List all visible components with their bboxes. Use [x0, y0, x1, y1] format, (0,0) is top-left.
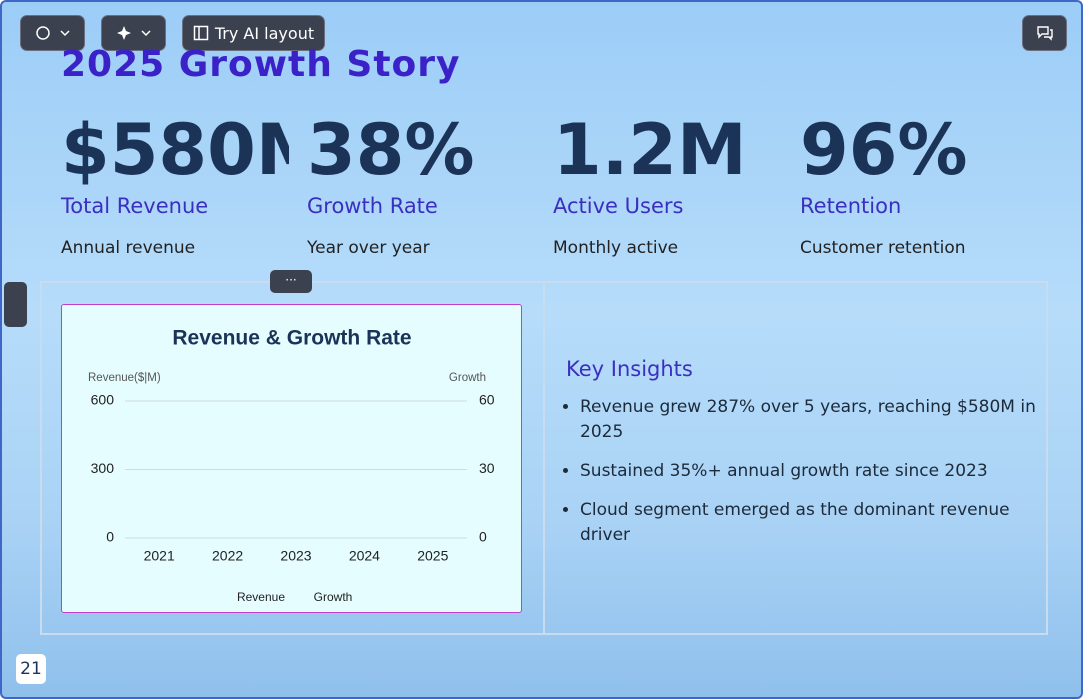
- magic-button[interactable]: [101, 15, 166, 51]
- divider: [543, 281, 545, 635]
- x-tick-label: 2023: [280, 548, 311, 564]
- stat: 96% Retention Customer retention: [800, 110, 1040, 258]
- stat-sub: Year over year: [307, 238, 430, 258]
- side-handle[interactable]: [4, 282, 27, 327]
- y-tick-label: 600: [91, 392, 115, 408]
- drag-handle[interactable]: ···: [270, 270, 312, 293]
- y-axis-label: Revenue($|M): [88, 372, 161, 384]
- stat-sub: Annual revenue: [61, 238, 196, 258]
- insights-list: Revenue grew 287% over 5 years, reaching…: [566, 395, 1036, 548]
- chart-title: Revenue & Growth Rate: [172, 327, 411, 350]
- stat-sub: Monthly active: [553, 238, 679, 258]
- stat: $580M Total Revenue Annual revenue: [61, 110, 301, 258]
- theme-button[interactable]: [20, 15, 85, 51]
- y2-tick-label: 60: [479, 392, 495, 408]
- x-tick-label: 2021: [144, 548, 175, 564]
- y-tick-label: 0: [106, 529, 114, 545]
- icon: [35, 26, 70, 40]
- legend-label: Revenue: [237, 590, 285, 604]
- ai-layout-button[interactable]: Try AI layout: [182, 15, 325, 51]
- x-tick-label: 2025: [417, 548, 448, 564]
- button-label: Try AI layout: [214, 23, 315, 43]
- comment-button[interactable]: [1022, 15, 1067, 51]
- x-tick-label: 2022: [212, 548, 243, 564]
- stat-label: Growth Rate: [307, 194, 438, 218]
- chart: Revenue & Growth Rate Revenue($|M) Growth 0…: [88, 327, 495, 605]
- stat: 1.2M Active Users Monthly active: [553, 110, 793, 258]
- stat-sub: Customer retention: [800, 238, 966, 258]
- y2-tick-label: 0: [479, 529, 487, 545]
- stat-label: Total Revenue: [61, 194, 209, 218]
- stat-value: 96%: [800, 110, 968, 190]
- insight: Sustained 35%+ annual growth rate since …: [580, 459, 1036, 484]
- x-tick-label: 2024: [349, 548, 380, 564]
- stat-label: Active Users: [553, 194, 684, 218]
- y-tick-label: 300: [91, 460, 115, 476]
- stat: 38% Growth Rate Year over year: [307, 110, 547, 258]
- insights-title: Key Insights: [566, 357, 693, 381]
- slide-title: 2025 Growth Story: [61, 44, 461, 85]
- y2-tick-label: 30: [479, 460, 495, 476]
- stat-value: $580M: [61, 110, 289, 190]
- stat-label: Retention: [800, 194, 902, 218]
- icon: [1036, 26, 1053, 41]
- y2-axis-label: Growth: [449, 372, 486, 384]
- legend-label: Growth: [314, 590, 353, 604]
- insight: Cloud segment emerged as the dominant re…: [580, 498, 1036, 548]
- page-number: 21: [16, 654, 46, 684]
- stat-value: 38%: [307, 110, 475, 190]
- chart-card: Revenue & Growth Rate Revenue($|M) Growth 0…: [61, 304, 522, 613]
- insights: Key Insights Revenue grew 287% over 5 ye…: [566, 357, 1036, 562]
- stat-value: 1.2M: [553, 110, 747, 190]
- icon: [116, 26, 151, 40]
- insight: Revenue grew 287% over 5 years, reaching…: [580, 395, 1036, 445]
- icon: [193, 25, 209, 41]
